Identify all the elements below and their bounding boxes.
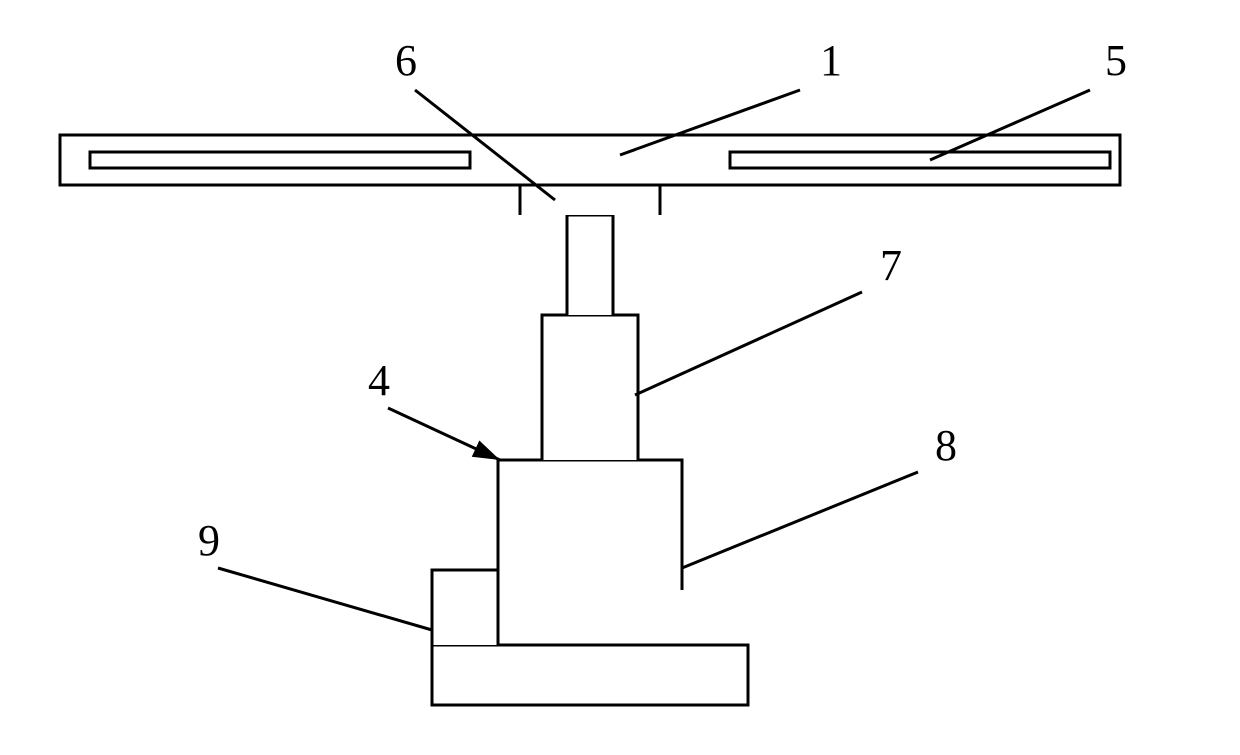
part-label-6: 6 [395, 36, 417, 85]
narrow-rod [567, 215, 613, 315]
leader-line-7 [635, 292, 862, 395]
segment-9 [432, 570, 498, 645]
part-label-4: 4 [368, 356, 390, 405]
segment-8 [498, 460, 682, 590]
part-label-5: 5 [1105, 36, 1127, 85]
base-plate [432, 645, 748, 705]
part-label-1: 1 [820, 36, 842, 85]
top-bar-left-slot [90, 152, 470, 168]
part-label-7: 7 [880, 241, 902, 290]
top-bar-right-slot-5 [730, 152, 1110, 168]
leader-line-9 [218, 568, 432, 630]
part-label-9: 9 [198, 516, 220, 565]
leader-line-4 [388, 408, 500, 460]
segment-7 [542, 315, 638, 460]
part-label-8: 8 [935, 421, 957, 470]
leader-line-8 [682, 472, 918, 568]
